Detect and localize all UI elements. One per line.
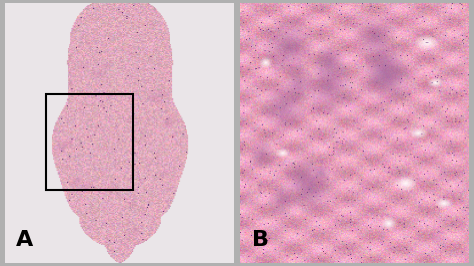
Text: A: A: [16, 230, 34, 250]
Bar: [46, 94, 133, 190]
Text: B: B: [252, 230, 269, 250]
